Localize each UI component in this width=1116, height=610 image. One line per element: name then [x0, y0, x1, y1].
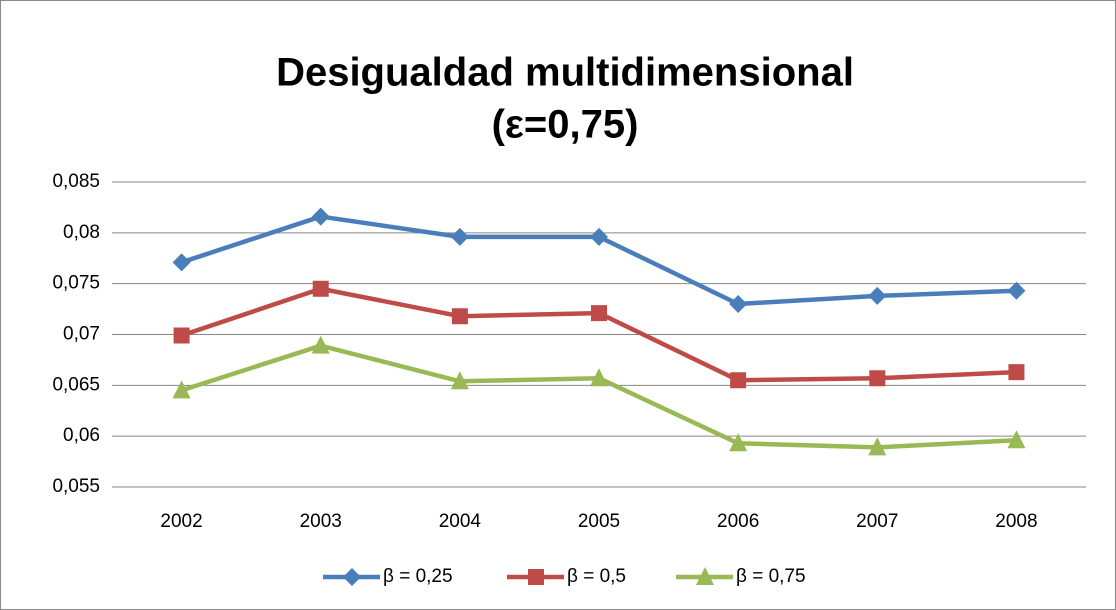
- marker: [1007, 430, 1026, 449]
- marker: [730, 372, 747, 389]
- marker: [590, 227, 608, 246]
- marker: [311, 335, 330, 354]
- y-tick-label: 0,07: [63, 324, 100, 345]
- marker: [311, 207, 330, 226]
- marker: [451, 308, 468, 325]
- marker: [868, 286, 887, 305]
- chart-title: Desigualdad multidimensional: [276, 51, 854, 95]
- marker: [312, 280, 329, 297]
- legend-label: β = 0,25: [383, 566, 453, 587]
- y-tick-label: 0,065: [52, 374, 100, 395]
- marker: [729, 295, 748, 313]
- y-tick-label: 0,085: [52, 171, 100, 192]
- chart-title: (ε=0,75): [492, 103, 639, 147]
- marker: [173, 327, 190, 344]
- x-tick-label: 2006: [717, 511, 759, 532]
- marker: [450, 227, 469, 246]
- marker: [591, 305, 607, 322]
- marker: [590, 368, 608, 387]
- x-tick-label: 2002: [160, 511, 202, 532]
- legend-marker: [696, 567, 714, 585]
- y-tick-label: 0,08: [63, 222, 100, 243]
- marker: [1007, 281, 1026, 300]
- marker: [869, 370, 886, 387]
- x-tick-label: 2008: [995, 511, 1037, 532]
- x-tick-label: 2005: [578, 511, 620, 532]
- y-tick-label: 0,075: [52, 273, 100, 294]
- legend-marker: [528, 569, 544, 585]
- marker: [172, 380, 191, 399]
- marker: [868, 437, 887, 456]
- marker: [450, 371, 469, 390]
- y-tick-label: 0,06: [63, 425, 100, 446]
- marker: [172, 253, 191, 272]
- legend-label: β = 0,5: [567, 566, 626, 587]
- marker: [729, 433, 748, 452]
- y-tick-label: 0,055: [52, 476, 100, 497]
- marker: [1008, 364, 1025, 381]
- x-tick-label: 2003: [300, 511, 342, 532]
- x-tick-label: 2007: [856, 511, 898, 532]
- legend-marker: [343, 568, 361, 586]
- x-tick-label: 2004: [439, 511, 482, 532]
- legend-label: β = 0,75: [736, 566, 806, 587]
